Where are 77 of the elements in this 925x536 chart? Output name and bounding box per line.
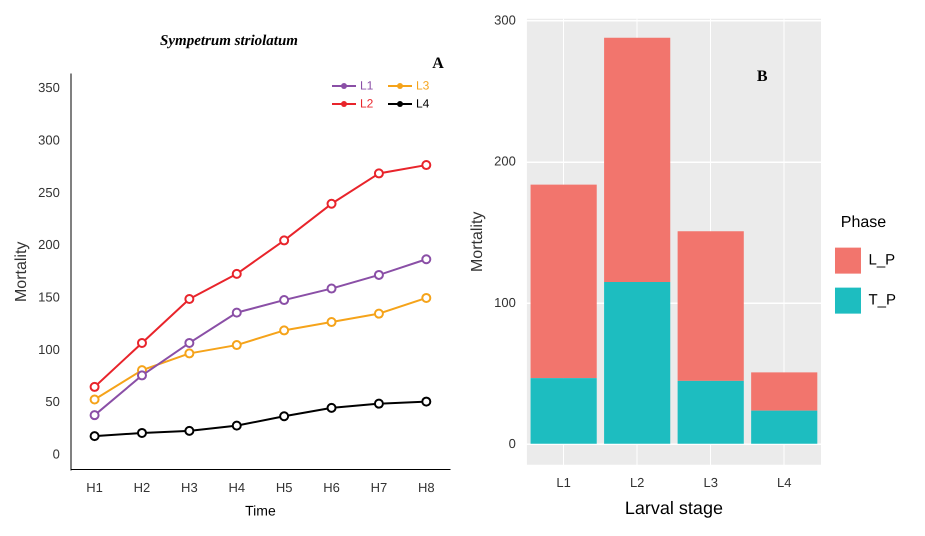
point [90,382,100,392]
x-axis-title: Larval stage [624,498,723,518]
point [184,348,194,358]
point [326,317,337,328]
bar [678,380,744,444]
text: A [432,55,444,72]
x-tick-label: H1 [86,480,103,495]
y-tick-label: 300 [494,12,516,28]
point [421,254,432,264]
point [232,268,242,279]
bar [604,38,670,282]
point [374,308,384,319]
point [232,340,242,350]
point [421,396,432,407]
y-tick-label: 200 [38,237,60,252]
x-tick-label: H3 [181,480,198,495]
annotation: B [756,68,768,85]
y-tick-label: 0 [508,436,516,452]
x-tick-label: L1 [556,475,571,490]
y-tick-label: 0 [52,446,60,462]
y-tick-label: 350 [38,80,60,96]
bar [530,378,597,444]
bar [678,231,744,381]
x-tick-label: H2 [134,480,150,495]
x-tick-label: H5 [276,480,292,495]
point [374,168,384,178]
x-tick-label: L2 [630,475,644,490]
bar [530,184,597,378]
point [374,270,384,280]
bar [751,372,818,411]
point [184,426,194,436]
legend-label: L4 [416,96,430,110]
point [232,308,242,318]
legend-label: L1 [360,78,374,92]
x-axis-title: Time [245,502,276,518]
legend-title: Phase [840,214,886,231]
point [90,410,100,420]
y-tick-label: 100 [494,294,516,310]
point [232,420,242,431]
x-tick-label: H4 [228,480,246,495]
x-tick-label: H6 [323,480,340,495]
chart-title: Sympetrum striolatum [160,32,298,49]
point [421,160,432,170]
y-tick-label: 300 [38,132,60,148]
bar [604,282,670,444]
legend-label: L3 [416,78,430,92]
point [326,198,337,209]
point [279,235,290,246]
x-tick-label: L3 [703,475,718,490]
point [279,325,290,336]
legend-label: L2 [360,96,374,110]
point [421,292,432,303]
point [136,370,147,380]
point [136,428,147,438]
y-tick-label: 150 [38,290,60,305]
x-tick-label: L4 [776,475,792,490]
y-axis-title: Mortality [469,212,486,272]
bar [751,410,818,444]
y-tick-label: 100 [38,342,60,357]
point [326,284,337,294]
y-axis-title: Mortality [13,242,30,302]
legend-label: T_P [868,292,896,309]
x-tick-label: H8 [418,480,435,495]
y-tick-label: 200 [494,154,516,169]
point [90,394,100,404]
legend-label: L_P [868,252,896,269]
x-tick-label: H7 [370,480,388,495]
y-tick-label: 50 [45,394,60,410]
point [90,431,100,442]
point [136,338,147,348]
point [184,294,194,304]
point [279,411,290,422]
point [374,398,384,409]
point [184,338,194,348]
point [279,295,290,306]
point [326,402,337,413]
y-tick-label: 250 [38,184,60,200]
